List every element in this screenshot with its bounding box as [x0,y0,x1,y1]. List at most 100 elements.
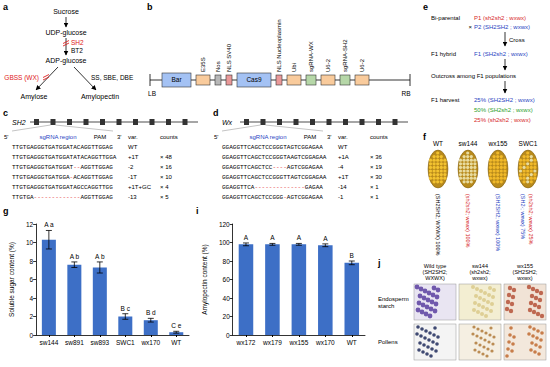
svg-text:TTGTGA-------------AGGTTGGAG: TTGTGA-------------AGGTTGGAG [12,194,113,201]
svg-text:+1T+GC: +1T+GC [128,184,152,190]
svg-text:0: 0 [226,332,230,339]
svg-text:Bar: Bar [171,76,182,83]
svg-text:C e: C e [171,322,182,329]
svg-text:(SH2-; wxwx) 75%: (SH2-; wxwx) 75% [520,194,526,239]
svg-text:80: 80 [223,258,231,265]
svg-text:× 5: × 5 [160,194,169,200]
svg-text:× 36: × 36 [370,154,383,160]
svg-text:GGAGGTTCAGCTCCGGGTAGTCGGAGAA: GGAGGTTCAGCTCCGGGTAGTCGGAGAA [222,144,323,151]
svg-text:ADP-glucose: ADP-glucose [46,57,87,65]
svg-text:d: d [213,108,219,118]
svg-text:A: A [244,234,249,241]
svg-text:F1 harvest: F1 harvest [431,97,460,103]
svg-text:g: g [3,206,9,216]
svg-text:wxwx): wxwx) [471,275,487,281]
svg-text:sgRNA region: sgRNA region [39,134,76,140]
svg-text:var.: var. [338,134,348,140]
svg-text:wx170: wx170 [315,339,335,346]
svg-text:Bi-parental: Bi-parental [431,15,460,21]
svg-text:B d: B d [146,309,156,316]
svg-text:(sh2sh2; wxwx) 25%: (sh2sh2; wxwx) 25% [528,194,534,245]
svg-text:×: × [468,24,472,30]
svg-text:A a: A a [44,221,54,228]
svg-text:var.: var. [128,134,138,140]
svg-text:+1T: +1T [338,174,349,180]
svg-text:10: 10 [26,239,34,246]
svg-text:+1T: +1T [128,154,139,160]
svg-text:sgRNA-SH2: sgRNA-SH2 [342,39,348,72]
svg-text:20: 20 [223,313,231,320]
svg-text:50% (SH2sh2 ; wxwx): 50% (SH2sh2 ; wxwx) [474,107,533,113]
svg-text:U6-2: U6-2 [359,58,365,72]
svg-text:(SH2SH2; WXWX) 100%: (SH2SH2; WXWX) 100% [435,194,441,256]
svg-text:Outcross among F1 populations: Outcross among F1 populations [431,73,516,79]
svg-text:GBSS (WX): GBSS (WX) [4,74,39,82]
svg-text:A: A [270,234,275,241]
svg-text:SS, SBE, DBE: SS, SBE, DBE [91,74,134,81]
svg-text:b: b [147,2,153,12]
svg-text:wxwx): wxwx) [516,275,532,281]
svg-text:25% (sh2sh2 ; wxwx): 25% (sh2sh2 ; wxwx) [474,117,531,123]
svg-text:SH2: SH2 [71,39,84,46]
svg-text:+1A: +1A [338,154,349,160]
svg-text:sw144: sw144 [472,263,488,269]
svg-text:NLS SV40: NLS SV40 [226,43,232,72]
svg-text:(SH2SH2;: (SH2SH2; [423,269,448,275]
svg-text:TTGTGAGGGTGATGGAT--AGGTTGGAG: TTGTGAGGGTGATGGAT--AGGTTGGAG [12,164,113,171]
svg-text:U6-2: U6-2 [325,58,331,72]
svg-text:Wild type: Wild type [424,263,447,269]
svg-text:a: a [3,2,9,12]
svg-text:A b: A b [95,253,105,260]
svg-text:GGAGGTTCAGCTCCGGGTAAGTCGGAGAA: GGAGGTTCAGCTCCGGGTAAGTCGGAGAA [222,154,327,161]
svg-text:SWC1: SWC1 [519,140,538,147]
svg-text:TTGTGAGGGTGATGGATATACAGGTTGGA: TTGTGAGGGTGATGGATATACAGGTTGGA [12,154,117,161]
svg-text:B: B [350,252,354,259]
svg-text:wx155: wx155 [488,140,508,147]
svg-text:counts: counts [160,134,178,140]
svg-text:LB: LB [148,90,156,97]
svg-text:F1 (SH2sh2 ; wxwx): F1 (SH2sh2 ; wxwx) [474,51,528,57]
svg-text:Nos: Nos [215,61,221,72]
svg-text:Pollens: Pollens [378,339,398,345]
svg-text:E35S: E35S [200,57,206,72]
svg-text:25% (SH2SH2 ; wxwx): 25% (SH2SH2 ; wxwx) [474,97,535,103]
svg-text:A: A [323,235,328,242]
svg-text:2: 2 [30,313,34,320]
svg-text:WT: WT [171,339,181,346]
svg-text:Sucrose: Sucrose [53,8,79,15]
svg-text:3': 3' [117,134,121,140]
svg-text:(SH2SH2; wxwx) 100%: (SH2SH2; wxwx) 100% [495,194,501,251]
svg-text:40: 40 [223,295,231,302]
svg-text:i: i [196,206,199,216]
svg-text:P2 (SH2SH2 ; wxwx): P2 (SH2SH2 ; wxwx) [474,24,530,30]
svg-text:WXWX): WXWX) [425,275,445,281]
svg-text:-13: -13 [128,194,137,200]
svg-text:TTGTGAGGGTGATGGA-ACAGGTTGGAG: TTGTGAGGGTGATGGA-ACAGGTTGGAG [12,174,113,181]
svg-text:Endosperm: Endosperm [378,296,409,302]
svg-text:4: 4 [30,295,34,302]
svg-text:PAM: PAM [304,134,317,140]
svg-text:F1 hybrid: F1 hybrid [431,51,456,57]
svg-text:wx155: wx155 [288,339,308,346]
svg-text:wx172: wx172 [236,339,256,346]
svg-text:sw144: sw144 [459,140,478,147]
svg-text:TTGTGAGGGTGATGGATACAGGTTGGAG: TTGTGAGGGTGATGGATACAGGTTGGAG [12,144,113,151]
svg-text:P1 (sh2sh2 ; wxwx): P1 (sh2sh2 ; wxwx) [474,15,526,21]
svg-text:SWC1: SWC1 [116,339,135,346]
svg-text:× 1: × 1 [370,194,379,200]
svg-text:WT: WT [338,144,348,150]
svg-text:× 19: × 19 [370,164,383,170]
svg-text:c: c [3,108,8,118]
svg-text:NLS Nucleoplasmin: NLS Nucleoplasmin [276,19,282,72]
svg-text:Wx: Wx [222,119,233,126]
svg-text:A: A [297,234,302,241]
svg-text:-4: -4 [338,164,344,170]
svg-text:0: 0 [30,332,34,339]
svg-text:A b: A b [70,253,80,260]
svg-text:Cas9: Cas9 [246,76,262,83]
svg-text:× 4: × 4 [160,184,169,190]
svg-text:PAM: PAM [94,134,107,140]
svg-text:j: j [377,258,381,268]
svg-text:-1T: -1T [128,174,137,180]
svg-text:sw144: sw144 [39,339,58,346]
